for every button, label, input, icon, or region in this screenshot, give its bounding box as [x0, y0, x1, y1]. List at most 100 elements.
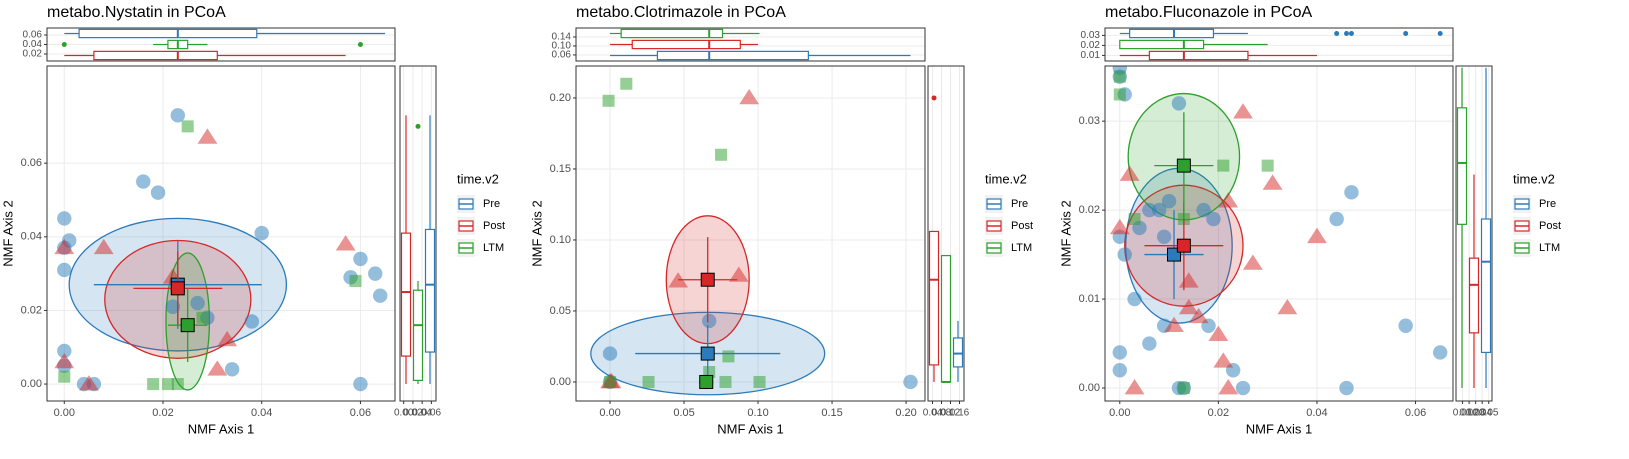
y-tick-label: 0.05 — [550, 305, 571, 317]
point — [196, 311, 209, 324]
point — [1206, 211, 1221, 227]
point — [1233, 103, 1253, 119]
centroid — [1176, 238, 1191, 253]
box — [928, 230, 940, 366]
point — [147, 378, 160, 391]
box — [93, 50, 218, 61]
marginal-tick-label: 0.16 — [950, 408, 970, 419]
chart-title: metabo.Nystatin in PCoA — [47, 4, 226, 21]
marginal-tick-label: 0.05 — [1479, 408, 1499, 419]
point — [715, 148, 728, 161]
point — [1112, 363, 1127, 378]
point — [1262, 174, 1283, 190]
legend-title: time.v2 — [1513, 171, 1555, 186]
outlier — [1403, 31, 1409, 36]
legend-title: time.v2 — [985, 171, 1027, 186]
point — [1218, 192, 1239, 208]
legend-label: LTM — [1539, 242, 1560, 254]
point — [372, 288, 388, 303]
plot-border — [46, 65, 396, 402]
x-tick-label: 0.10 — [747, 407, 768, 419]
marginal-border — [927, 65, 965, 402]
point — [1119, 165, 1140, 181]
marginal-tick-label: 0.04 — [1472, 408, 1492, 419]
x-tick-label: 0.15 — [821, 407, 842, 419]
x-tick-label: 0.06 — [350, 407, 371, 419]
marginal-tick-label: 0.04 — [923, 408, 943, 419]
marginal-border — [1455, 65, 1493, 402]
point — [353, 251, 368, 267]
plot-area — [590, 77, 918, 396]
point — [1344, 185, 1359, 200]
point — [368, 266, 383, 281]
box — [656, 50, 809, 61]
outlier — [357, 42, 363, 47]
marginal-tick-label: 0.06 — [552, 50, 572, 61]
plot-area — [1109, 66, 1448, 396]
point — [753, 375, 766, 388]
box — [1129, 28, 1215, 39]
point — [254, 225, 269, 241]
x-axis-label: NMF Axis 1 — [1246, 421, 1312, 436]
point — [161, 378, 174, 391]
marginal-tick-label: 0.03 — [1466, 408, 1486, 419]
legend-label: Post — [1011, 220, 1033, 232]
legend-label: LTM — [483, 242, 504, 254]
y-tick-label: 0.04 — [21, 231, 42, 243]
point — [57, 343, 72, 359]
x-tick-label: 0.00 — [1109, 407, 1130, 419]
y-tick-label: 0.02 — [1079, 204, 1100, 216]
point — [602, 94, 615, 107]
marginal-border — [46, 27, 396, 62]
chart-title: metabo.Clotrimazole in PCoA — [576, 4, 786, 21]
marginal-tick-label: 0.08 — [932, 408, 952, 419]
centroid — [180, 318, 195, 333]
point — [1398, 318, 1413, 333]
outlier — [1344, 31, 1350, 36]
y-axis-label: NMF Axis 2 — [529, 200, 544, 266]
point — [150, 185, 166, 200]
point — [93, 238, 114, 255]
outlier — [1437, 31, 1443, 36]
point — [1156, 229, 1172, 244]
marginal-tick-label: 0.10 — [552, 41, 572, 52]
point — [1164, 316, 1184, 333]
legend-label: Post — [1539, 220, 1561, 232]
box — [631, 39, 741, 50]
box — [1119, 39, 1205, 50]
point — [728, 266, 749, 282]
x-tick-label: 0.06 — [1405, 407, 1426, 419]
point — [1196, 202, 1211, 218]
centroid — [170, 281, 185, 296]
x-tick-label: 0.04 — [251, 407, 272, 419]
point — [54, 352, 75, 369]
x-tick-label: 0.04 — [1306, 407, 1327, 419]
point — [1124, 379, 1145, 395]
x-axis-label: NMF Axis 1 — [717, 421, 783, 436]
outlier — [1334, 31, 1340, 36]
x-tick-label: 0.02 — [152, 407, 173, 419]
marginal-border — [1104, 27, 1454, 62]
y-tick-label: 0.20 — [550, 92, 571, 104]
x-axis-label: NMF Axis 1 — [188, 421, 254, 436]
point — [1161, 194, 1177, 209]
point — [197, 128, 218, 144]
point — [224, 362, 240, 377]
marginal-tick-label: 0.01 — [1081, 50, 1101, 61]
y-tick-label: 0.00 — [550, 376, 571, 388]
point — [642, 375, 655, 388]
box — [1468, 257, 1480, 334]
marginal-tick-label: 0.06 — [422, 408, 442, 419]
plot-border — [1104, 65, 1454, 402]
marginal-tick-label: 0.02 — [1459, 408, 1479, 419]
centroid — [699, 374, 714, 389]
point — [1109, 218, 1130, 235]
point — [1142, 336, 1157, 351]
point — [165, 299, 181, 314]
y-tick-label: 0.10 — [550, 234, 571, 246]
point — [1242, 254, 1263, 270]
point — [1213, 352, 1234, 368]
plot-background — [576, 66, 925, 401]
marginal-tick-label: 0.02 — [403, 408, 423, 419]
marginal-tick-label: 0.04 — [412, 408, 432, 419]
